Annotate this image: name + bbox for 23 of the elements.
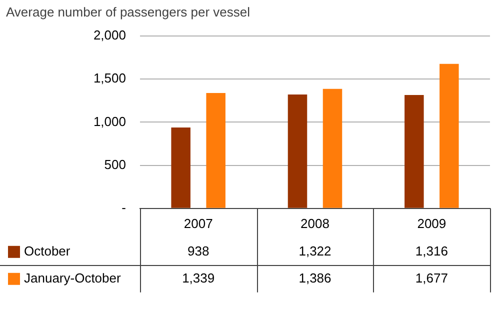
y-tick-label: 1,000	[93, 114, 126, 129]
x-tick-label: 2009	[417, 216, 446, 231]
data-label: 1,339	[182, 270, 215, 286]
data-label: 1,677	[415, 270, 448, 286]
y-tick-label: 500	[104, 156, 126, 172]
data-label: 1,322	[298, 243, 332, 258]
data-label: 1,386	[298, 270, 332, 286]
x-tick-label: 2007	[184, 216, 213, 231]
legend-label: January-October	[24, 270, 122, 286]
y-tick-label: 2,000	[93, 28, 126, 43]
legend-label: October	[24, 243, 71, 258]
x-tick-label: 2008	[300, 216, 330, 231]
data-label: 938	[187, 243, 210, 258]
bar	[322, 88, 342, 208]
bar	[171, 128, 190, 208]
bar	[440, 64, 459, 208]
bar	[404, 94, 424, 208]
chart-title: Average number of passengers per vessel	[6, 4, 250, 20]
data-label: 1,316	[415, 243, 448, 258]
bar	[206, 92, 226, 208]
bar	[288, 94, 308, 208]
y-tick-label: 1,500	[93, 70, 126, 86]
y-tick-label: -	[122, 200, 126, 215]
